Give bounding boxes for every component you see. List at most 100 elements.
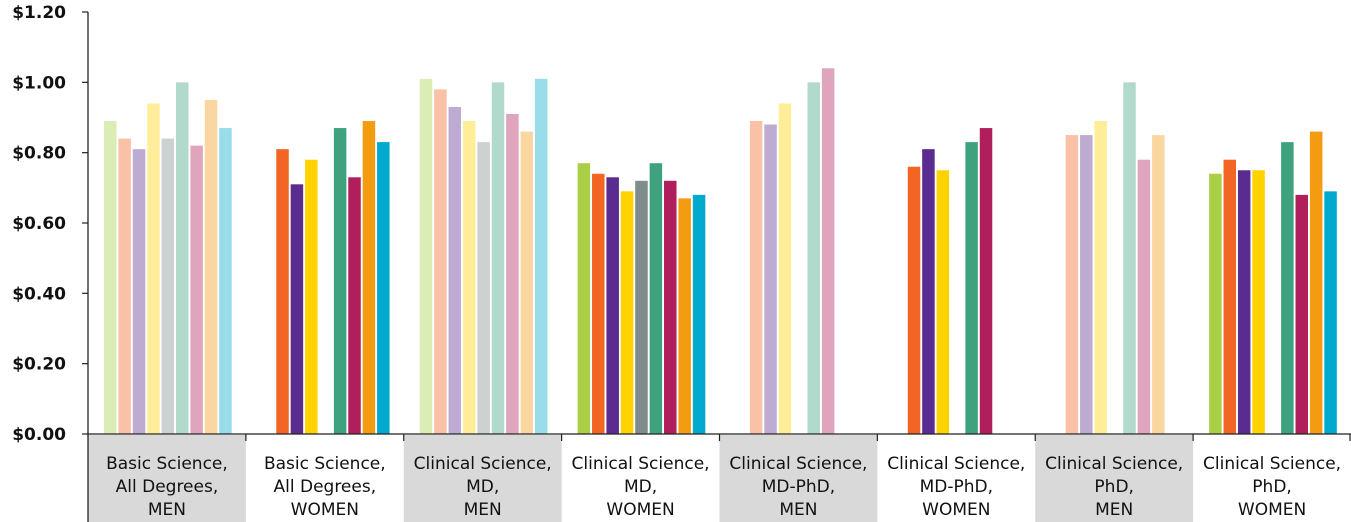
- bar: [377, 142, 390, 434]
- bar: [577, 163, 591, 434]
- bar: [434, 89, 447, 434]
- bar: [204, 99, 218, 435]
- bar: [176, 82, 189, 434]
- category-label-line: PhD,: [1252, 477, 1292, 497]
- bar: [692, 194, 706, 434]
- y-tick-label: $0.20: [12, 355, 66, 375]
- bars: [104, 68, 1337, 435]
- bar: [448, 106, 462, 434]
- bar: [506, 113, 519, 434]
- category-label-line: WOMEN: [606, 500, 674, 520]
- bar: [778, 103, 792, 434]
- bar: [132, 149, 146, 434]
- bar: [936, 170, 950, 434]
- bar: [1295, 194, 1309, 434]
- category-label-line: MD,: [624, 477, 657, 497]
- category-band: [1035, 435, 1194, 522]
- category-label-line: MD,: [466, 477, 499, 497]
- bar: [1152, 135, 1165, 435]
- bar: [922, 149, 935, 434]
- bar: [290, 184, 304, 434]
- bar: [190, 145, 203, 434]
- category-label-line: Clinical Science,: [887, 454, 1025, 474]
- category-label-line: WOMEN: [291, 500, 359, 520]
- bar: [520, 131, 534, 435]
- y-tick-label: $0.60: [12, 214, 66, 234]
- category-label-line: Clinical Science,: [1045, 454, 1183, 474]
- category-label: Clinical Science, PhD, WOMEN: [1203, 454, 1341, 520]
- bar: [305, 159, 318, 434]
- axes: [82, 11, 1351, 522]
- category-label-line: Clinical Science,: [414, 454, 552, 474]
- category-label: Clinical Science, MD-PhD, MEN: [729, 454, 867, 520]
- bar: [276, 149, 289, 434]
- bar: [1223, 159, 1237, 434]
- category-label: Clinical Science, PhD, MEN: [1045, 454, 1183, 520]
- bar: [592, 173, 605, 434]
- category-band: [719, 435, 878, 522]
- bar: [1252, 170, 1265, 434]
- category-label: Basic Science, All Degrees, MEN: [106, 454, 228, 520]
- category-band: [88, 435, 246, 522]
- bar: [118, 138, 131, 434]
- bar: [1123, 82, 1136, 434]
- bar: [749, 121, 763, 435]
- y-tick-label: $1.20: [12, 3, 66, 23]
- category-label-line: MEN: [1095, 500, 1133, 520]
- bar: [1309, 131, 1323, 435]
- bar: [419, 78, 433, 435]
- category-label: Clinical Science, MD, WOMEN: [572, 454, 710, 520]
- bar: [147, 103, 160, 434]
- category-label-line: WOMEN: [1238, 500, 1306, 520]
- y-tick-label: $0.80: [12, 144, 66, 164]
- bar: [534, 78, 548, 435]
- category-label-line: MD-PhD,: [920, 477, 993, 497]
- category-label-line: MEN: [464, 500, 502, 520]
- category-label-line: PhD,: [1094, 477, 1134, 497]
- category-bands: [88, 435, 1194, 522]
- category-label-line: Basic Science,: [106, 454, 228, 474]
- y-tick-label: $0.40: [12, 284, 66, 304]
- bar: [1080, 135, 1093, 435]
- category-label-line: Basic Science,: [264, 454, 386, 474]
- bar: [807, 82, 820, 434]
- category-label: Clinical Science, MD-PhD, WOMEN: [887, 454, 1025, 520]
- category-label-line: Clinical Science,: [1203, 454, 1341, 474]
- category-label-line: Clinical Science,: [572, 454, 710, 474]
- category-label-line: All Degrees,: [274, 477, 377, 497]
- bar: [620, 191, 634, 434]
- category-label-line: Clinical Science,: [729, 454, 867, 474]
- bar: [1209, 173, 1222, 434]
- bar: [104, 121, 117, 435]
- category-label: Clinical Science, MD, MEN: [414, 454, 552, 520]
- bar: [161, 138, 175, 434]
- bar: [979, 128, 993, 435]
- bar: [764, 124, 777, 435]
- category-label-line: MEN: [148, 500, 186, 520]
- category-label-line: MD-PhD,: [762, 477, 835, 497]
- bar: [635, 180, 648, 434]
- bar: [1281, 142, 1294, 434]
- bar: [491, 82, 505, 434]
- category-label-line: WOMEN: [922, 500, 990, 520]
- bar: [348, 177, 361, 435]
- bar: [1065, 135, 1079, 435]
- y-tick-label: $1.00: [12, 73, 66, 93]
- bar: [219, 128, 232, 435]
- bar: [1237, 170, 1251, 434]
- bar: [678, 198, 691, 434]
- category-label-line: MEN: [779, 500, 817, 520]
- bar: [965, 142, 978, 434]
- bar: [477, 142, 490, 434]
- y-tick-label: $0.00: [12, 425, 66, 445]
- bar: [1324, 191, 1337, 434]
- category-band: [403, 435, 562, 522]
- bar: [1094, 121, 1107, 435]
- bar: [362, 121, 376, 435]
- bar: [333, 128, 347, 435]
- category-label-line: All Degrees,: [116, 477, 219, 497]
- bar: [462, 121, 476, 435]
- bar: [821, 68, 835, 435]
